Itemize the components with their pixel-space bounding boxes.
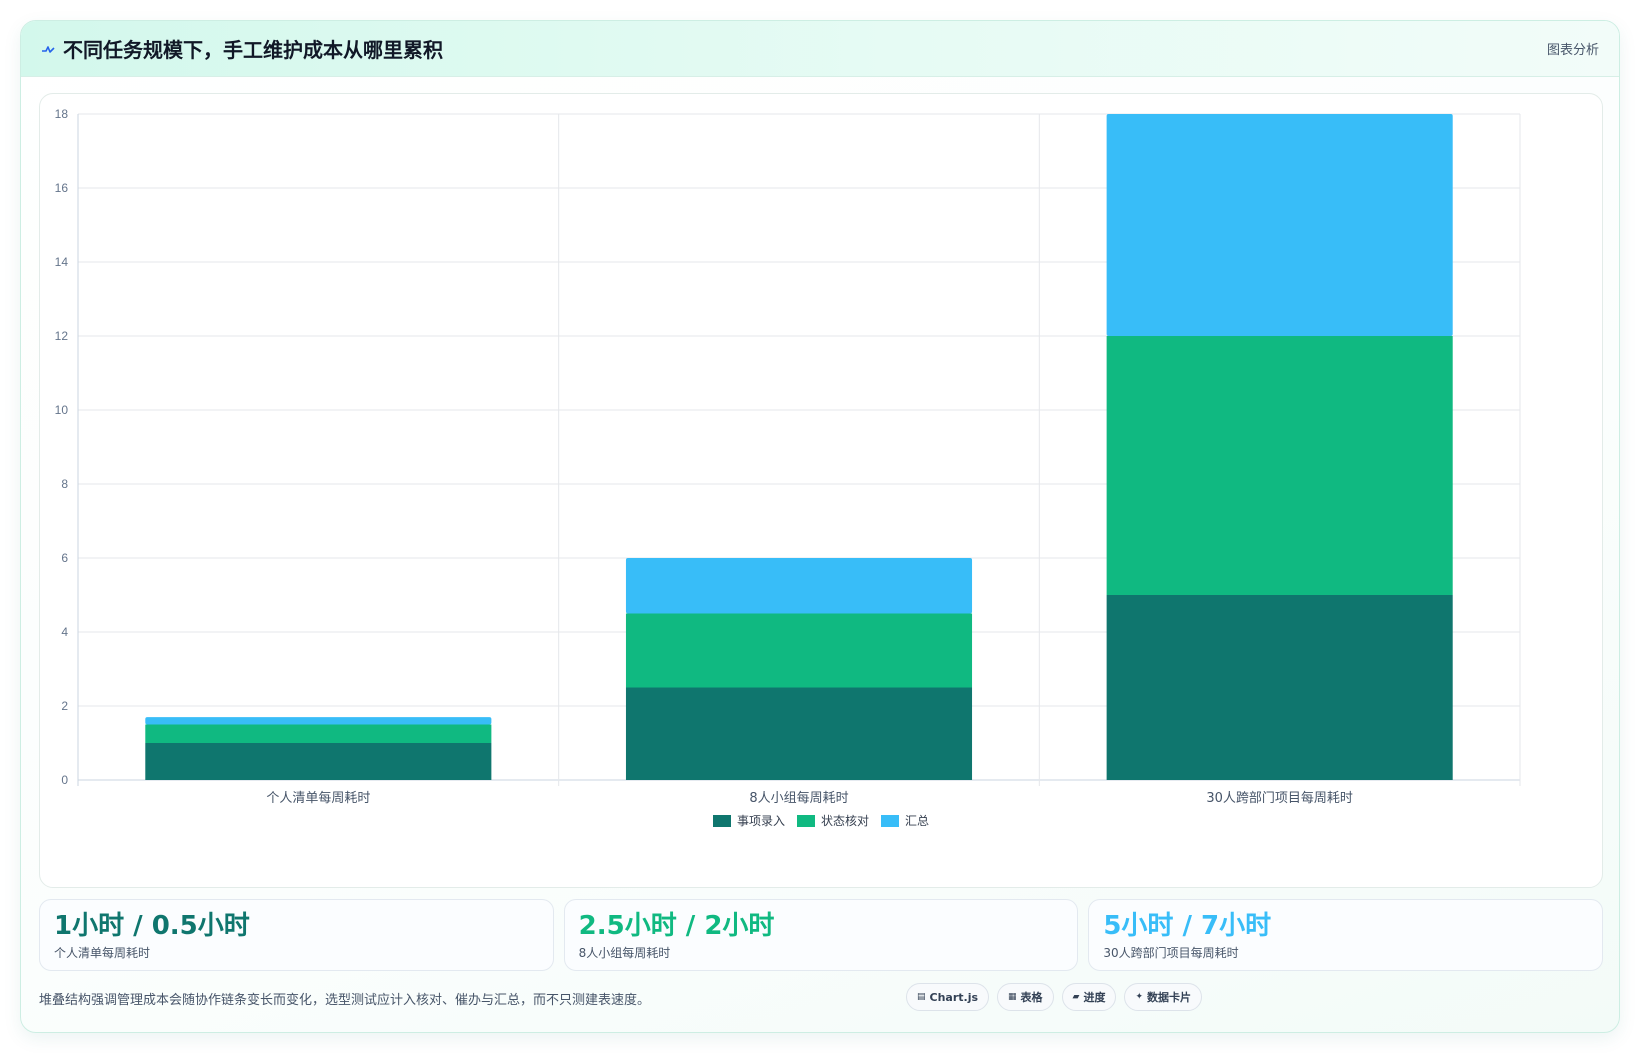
chip-data-card[interactable]: ✦ 数据卡片 xyxy=(1124,983,1203,1011)
x-tick-label: 个人清单每周耗时 xyxy=(266,790,370,806)
stat-card-personal: 1小时 / 0.5小时 个人清单每周耗时 xyxy=(39,899,554,971)
legend-item[interactable]: 汇总 xyxy=(881,812,929,829)
chip-label: 数据卡片 xyxy=(1147,991,1192,1004)
bar-segment xyxy=(1106,114,1453,336)
bar-segment xyxy=(625,687,973,780)
bar-segment xyxy=(1106,336,1453,595)
stat-label: 个人清单每周耗时 xyxy=(54,946,151,960)
legend-swatch xyxy=(881,814,899,827)
chip-label: 进度 xyxy=(1083,991,1106,1004)
chip-table[interactable]: ▦ 表格 xyxy=(997,983,1054,1011)
stat-card-cross-dept: 5小时 / 7小时 30人跨部门项目每周耗时 xyxy=(1088,899,1604,971)
legend-item[interactable]: 状态核对 xyxy=(796,812,869,829)
tag-chips: ▤ Chart.js ▦ 表格 ▰ 进度 ✦ 数据卡片 xyxy=(906,983,1203,1011)
x-tick-label: 8人小组每周耗时 xyxy=(749,790,848,806)
chip-progress[interactable]: ▰ 进度 xyxy=(1061,983,1117,1011)
title-wrap: 不同任务规模下，手工维护成本从哪里累积 xyxy=(41,34,443,63)
chip-label: Chart.js xyxy=(929,990,979,1004)
chart-analysis-link[interactable]: 图表分析 xyxy=(1546,43,1599,58)
stat-value: 2.5小时 / 2小时 xyxy=(578,911,775,941)
bar-segment xyxy=(145,717,492,725)
stacked-bar-chart: 0 2 4 6 8 10 12 14 16 18 个人清单每周耗时 8人小组每周耗时 30人跨部门项目每… xyxy=(55,107,1521,806)
legend-item[interactable]: 事项录入 xyxy=(712,812,785,829)
legend-swatch xyxy=(712,814,731,827)
y-tick-label: 4 xyxy=(61,625,68,639)
y-tick-label: 16 xyxy=(55,181,69,195)
chart-icon: ▤ xyxy=(917,992,926,1002)
legend-swatch xyxy=(796,814,815,827)
pulse-icon xyxy=(42,45,55,53)
page-title: 不同任务规模下，手工维护成本从哪里累积 xyxy=(63,38,443,62)
stats-row: 1小时 / 0.5小时 个人清单每周耗时 2.5小时 / 2小时 8人小组每周耗… xyxy=(39,899,1604,971)
chart-panel: 不同任务规模下，手工维护成本从哪里累积 图表分析 0 2 4 6 8 10 12 14 16 18… xyxy=(20,20,1620,1033)
table-icon: ▦ xyxy=(1008,992,1017,1002)
footer-note: 堆叠结构强调管理成本会随协作链条变长而变化，选型测试应计入核对、催办与汇总，而不… xyxy=(39,993,651,1008)
stat-label: 30人跨部门项目每周耗时 xyxy=(1103,946,1239,960)
stat-label: 8人小组每周耗时 xyxy=(578,946,671,960)
legend-label: 状态核对 xyxy=(820,814,869,828)
stat-card-team: 2.5小时 / 2小时 8人小组每周耗时 xyxy=(563,899,1079,971)
legend-label: 汇总 xyxy=(905,814,930,828)
bar-segment xyxy=(625,613,973,688)
sparkle-icon: ✦ xyxy=(1135,992,1144,1002)
bar-segment xyxy=(1106,595,1453,780)
y-tick-label: 0 xyxy=(61,773,68,787)
chart-card: 0 2 4 6 8 10 12 14 16 18 个人清单每周耗时 8人小组每周耗时 30人跨部门项目每… xyxy=(39,93,1603,888)
chip-label: 表格 xyxy=(1020,991,1043,1004)
y-tick-label: 18 xyxy=(55,107,69,121)
bar-segment xyxy=(145,724,492,743)
stat-value: 1小时 / 0.5小时 xyxy=(54,911,250,941)
y-tick-label: 2 xyxy=(61,699,68,713)
y-tick-label: 12 xyxy=(55,329,69,343)
legend-label: 事项录入 xyxy=(736,814,785,828)
bar-segment xyxy=(145,743,492,780)
y-tick-label: 8 xyxy=(61,477,68,491)
chip-chartjs[interactable]: ▤ Chart.js xyxy=(906,983,990,1011)
progress-icon: ▰ xyxy=(1072,992,1080,1002)
y-tick-label: 14 xyxy=(55,255,69,269)
y-tick-label: 10 xyxy=(55,403,69,417)
bar-segment xyxy=(625,558,973,614)
stat-value: 5小时 / 7小时 xyxy=(1103,911,1272,941)
y-tick-label: 6 xyxy=(61,551,68,565)
chart-legend: 事项录入 状态核对 汇总 xyxy=(40,812,1602,829)
panel-header: 不同任务规模下，手工维护成本从哪里累积 图表分析 xyxy=(21,21,1619,77)
x-tick-label: 30人跨部门项目每周耗时 xyxy=(1206,790,1353,806)
